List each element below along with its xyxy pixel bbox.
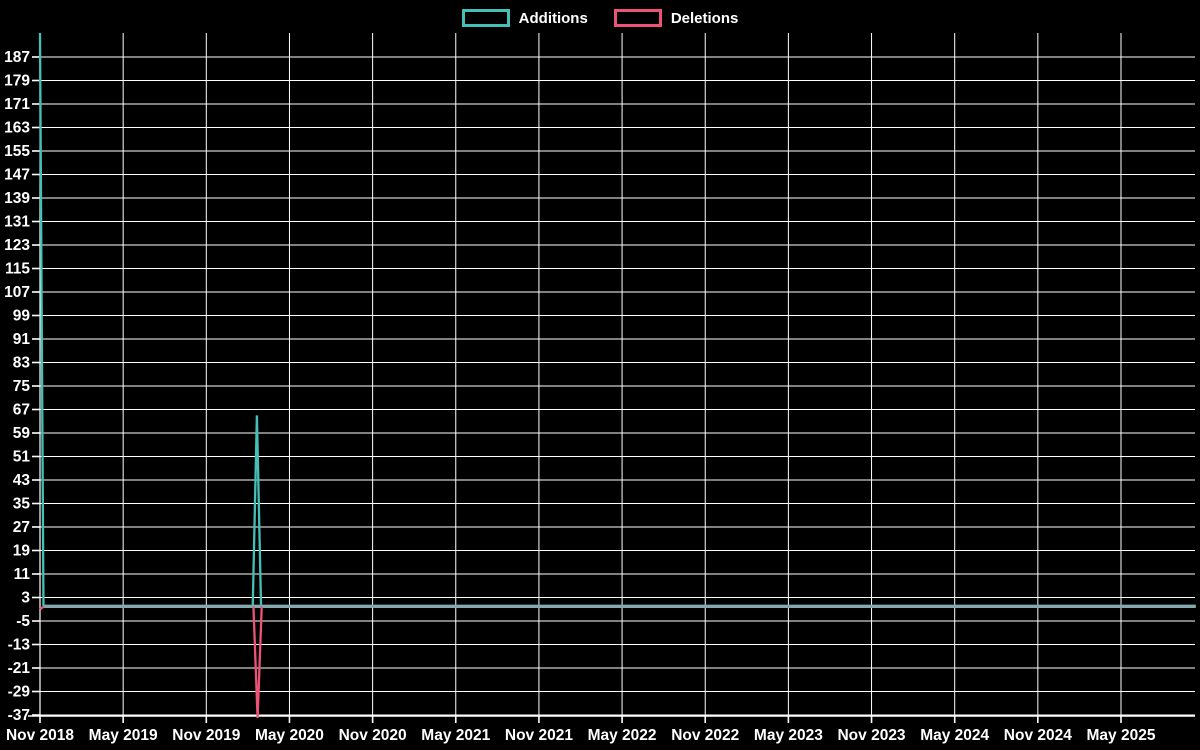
series-segment-deletions: [39, 605, 45, 611]
x-tick-label: May 2021: [421, 727, 490, 744]
y-tick-label: -5: [16, 613, 30, 630]
x-tick-label: May 2025: [1087, 727, 1156, 744]
y-tick-label: 27: [13, 519, 30, 536]
x-tick-label: Nov 2020: [339, 727, 407, 744]
additions-swatch-icon: [461, 9, 510, 27]
y-tick-label: 83: [13, 355, 31, 372]
x-tick-label: Nov 2024: [1004, 727, 1072, 744]
y-tick-label: 131: [4, 214, 30, 231]
y-tick-label: 179: [4, 73, 30, 90]
y-tick-label: 139: [4, 190, 30, 207]
y-tick-label: 11: [14, 566, 31, 583]
y-tick-label: 107: [4, 284, 30, 301]
gridlines: [32, 33, 1195, 723]
x-tick-label: May 2019: [89, 727, 158, 744]
x-tick-label: Nov 2022: [671, 727, 739, 744]
y-tick-label: 43: [13, 472, 31, 489]
y-tick-label: 147: [4, 167, 30, 184]
series-line-additions: [38, 33, 263, 607]
y-tick-label: 75: [13, 378, 31, 395]
series-segment-deletions: [252, 606, 263, 718]
y-tick-label: 3: [21, 590, 30, 607]
series-segment-additions: [251, 415, 263, 607]
y-tick-label: 187: [4, 49, 30, 66]
y-tick-label: 171: [4, 96, 30, 113]
x-tick-label: May 2022: [588, 727, 657, 744]
y-tick-label: -37: [8, 707, 30, 724]
deletions-swatch-icon: [613, 9, 662, 27]
x-tick-label: May 2020: [255, 727, 324, 744]
series-segment-additions: [38, 33, 45, 607]
x-tick-label: Nov 2018: [6, 727, 74, 744]
y-tick-label: 59: [13, 425, 31, 442]
x-tick-label: May 2023: [754, 727, 823, 744]
y-tick-label: -21: [8, 660, 31, 677]
y-tick-label: -13: [8, 637, 31, 654]
y-tick-label: -29: [8, 684, 31, 701]
y-tick-label: 35: [13, 496, 31, 513]
legend-item-deletions[interactable]: Deletions: [613, 9, 739, 27]
y-tick-label: 19: [13, 543, 31, 560]
y-tick-label: 163: [4, 120, 30, 137]
x-tick-label: Nov 2019: [172, 727, 240, 744]
series-line-deletions: [39, 605, 263, 718]
y-tick-label: 67: [13, 402, 30, 419]
y-tick-label: 123: [4, 237, 30, 254]
y-tick-label: 155: [4, 143, 30, 160]
legend-item-additions[interactable]: Additions: [461, 9, 588, 27]
legend-label-additions: Additions: [518, 9, 588, 27]
y-tick-label: 99: [13, 308, 31, 325]
y-tick-label: 91: [13, 331, 31, 348]
legend-label-deletions: Deletions: [670, 9, 739, 27]
y-tick-label: 115: [5, 261, 30, 278]
x-tick-label: May 2024: [920, 727, 989, 744]
y-tick-label: 51: [13, 449, 31, 466]
x-tick-label: Nov 2021: [505, 727, 573, 744]
chart-legend: Additions Deletions: [0, 7, 1200, 29]
x-tick-label: Nov 2023: [837, 727, 905, 744]
